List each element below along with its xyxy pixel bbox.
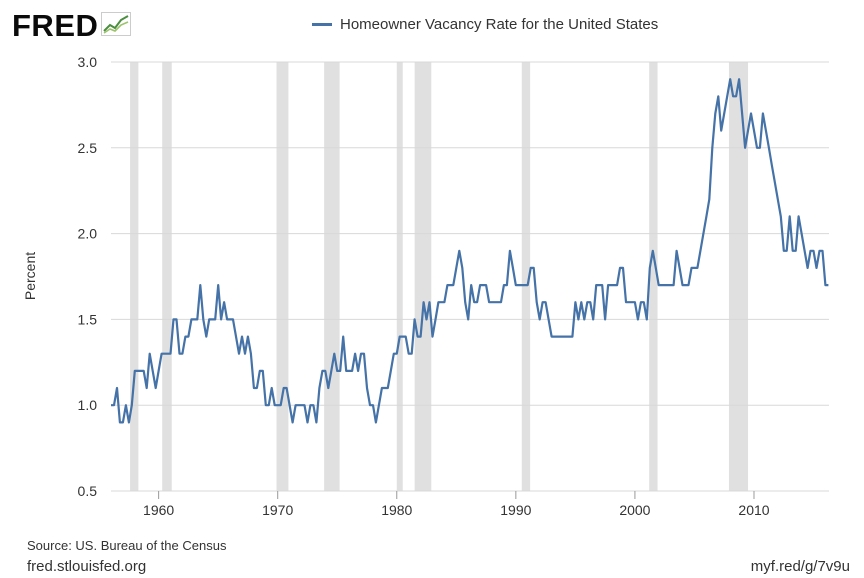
chart-legend: Homeowner Vacancy Rate for the United St… (312, 16, 658, 33)
recession-shading-layer (130, 62, 749, 491)
recession-band-4 (396, 62, 403, 491)
recession-band-8 (728, 62, 749, 491)
recession-band-6 (521, 62, 531, 491)
y-tick-label: 1.0 (78, 397, 98, 413)
recession-band-0 (130, 62, 139, 491)
y-tick-label: 1.5 (78, 311, 98, 327)
legend-label: Homeowner Vacancy Rate for the United St… (340, 16, 659, 33)
site-link[interactable]: fred.stlouisfed.org (27, 558, 147, 575)
y-tick-label: 0.5 (78, 483, 98, 499)
x-tick-label: 2010 (738, 502, 769, 518)
x-tick-label: 1980 (381, 502, 412, 518)
recession-band-7 (649, 62, 658, 491)
fred-logo[interactable]: FRED (12, 8, 132, 44)
series-layer (111, 78, 829, 424)
recession-band-2 (276, 62, 289, 491)
x-axis-ticks: 1960 1970 1980 1990 2000 2010 (143, 491, 770, 518)
y-axis-label: Percent (22, 252, 38, 300)
y-tick-label: 2.0 (78, 226, 98, 242)
x-tick-label: 1960 (143, 502, 174, 518)
x-tick-label: 2000 (619, 502, 650, 518)
legend-swatch (312, 23, 332, 26)
series-line-0 (111, 78, 829, 424)
y-tick-label: 2.5 (78, 140, 98, 156)
recession-band-5 (414, 62, 432, 491)
x-tick-label: 1990 (500, 502, 531, 518)
x-tick-label: 1970 (262, 502, 293, 518)
chart-line-icon (101, 11, 132, 41)
y-tick-label: 3.0 (78, 54, 98, 70)
source-note: Source: US. Bureau of the Census (27, 538, 227, 553)
y-axis-ticks: 0.5 1.0 1.5 2.0 2.5 3.0 (78, 54, 98, 499)
short-link[interactable]: myf.red/g/7v9u (750, 558, 850, 575)
recession-band-3 (324, 62, 340, 491)
recession-band-1 (162, 62, 172, 491)
logo-text: FRED (12, 8, 99, 43)
